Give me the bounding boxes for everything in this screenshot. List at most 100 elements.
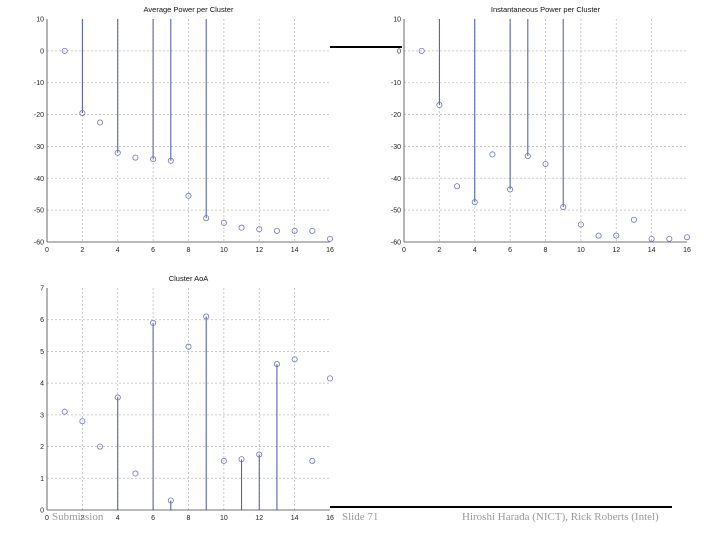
y-tick-label: -50 (391, 208, 401, 215)
data-point-marker (61, 408, 68, 415)
x-tick-label: 0 (45, 515, 49, 522)
data-point-marker (79, 418, 86, 425)
data-point-marker (666, 235, 673, 242)
data-point-marker (167, 157, 174, 164)
y-tick-label: -10 (391, 80, 401, 87)
data-point-marker (489, 151, 496, 158)
chart-title: Instantaneous Power per Cluster (491, 5, 601, 14)
x-tick-label: 10 (220, 247, 228, 254)
chart-title: Cluster AoA (169, 274, 209, 283)
chart-instantaneous-power: 0 2 4 6 8 10 12 14 16 10 0 -10 -20 -30 -40 -50 -60 Instan… (391, 5, 691, 254)
data-point-marker (326, 375, 333, 382)
x-tick-label: 2 (80, 515, 84, 522)
y-tick-label: 3 (40, 412, 44, 419)
x-tick-label: 4 (116, 247, 120, 254)
x-tick-label: 12 (612, 247, 620, 254)
x-tick-label: 16 (326, 515, 334, 522)
data-point-marker (150, 319, 157, 326)
x-tick-label: 4 (116, 515, 120, 522)
data-point-marker (613, 232, 620, 239)
data-point-marker (97, 443, 104, 450)
x-tick-label: 6 (151, 247, 155, 254)
x-tick-label: 0 (402, 247, 406, 254)
data-point-marker (203, 313, 210, 320)
data-point-marker (577, 221, 584, 228)
x-tick-label: 12 (255, 515, 263, 522)
x-tick-label: 4 (473, 247, 477, 254)
data-point-marker (542, 160, 549, 167)
y-tick-label: 7 (40, 286, 44, 293)
data-point-marker (132, 470, 139, 477)
y-tick-label: 0 (397, 48, 401, 55)
data-point-marker (256, 451, 263, 458)
data-point-marker (524, 152, 531, 159)
data-point-marker (436, 102, 443, 109)
y-tick-label: -10 (34, 80, 44, 87)
data-point-marker (79, 109, 86, 116)
x-tick-label: 16 (326, 247, 334, 254)
y-tick-label: -50 (34, 208, 44, 215)
x-tick-label: 2 (80, 247, 84, 254)
y-tick-label: 10 (36, 17, 44, 24)
data-point-marker (507, 186, 514, 193)
data-point-marker (326, 235, 333, 242)
data-point-marker (648, 235, 655, 242)
y-tick-label: -20 (34, 112, 44, 119)
data-point-marker (238, 456, 245, 463)
x-tick-label: 14 (291, 515, 299, 522)
data-point-marker (132, 154, 139, 161)
data-point-marker (97, 119, 104, 126)
data-point-marker (595, 232, 602, 239)
y-tick-label: 5 (40, 349, 44, 356)
x-tick-label: 16 (683, 247, 691, 254)
data-point-marker (630, 216, 637, 223)
data-point-marker (273, 227, 280, 234)
y-tick-label: -40 (391, 176, 401, 183)
y-tick-label: -40 (34, 176, 44, 183)
x-tick-label: 8 (544, 247, 548, 254)
x-tick-label: 8 (187, 515, 191, 522)
y-tick-label: -20 (391, 112, 401, 119)
y-tick-label: 4 (40, 381, 44, 388)
data-point-marker (185, 343, 192, 350)
data-point-marker (238, 224, 245, 231)
y-tick-label: -30 (34, 144, 44, 151)
y-tick-label: 2 (40, 444, 44, 451)
y-tick-label: 0 (40, 508, 44, 515)
x-tick-label: 14 (291, 247, 299, 254)
data-point-marker (291, 227, 298, 234)
y-tick-label: 1 (40, 476, 44, 483)
data-point-marker (114, 149, 121, 156)
data-point-marker (114, 394, 121, 401)
data-point-marker (203, 215, 210, 222)
y-tick-label: -30 (391, 144, 401, 151)
footer-authors: Hiroshi Harada (NICT), Rick Roberts (Int… (462, 511, 659, 523)
x-tick-label: 10 (577, 247, 585, 254)
data-point-marker (560, 203, 567, 210)
x-tick-label: 8 (187, 247, 191, 254)
data-point-marker (220, 219, 227, 226)
x-tick-label: 12 (255, 247, 263, 254)
x-tick-label: 2 (437, 247, 441, 254)
data-point-marker (167, 497, 174, 504)
data-point-marker (220, 457, 227, 464)
y-tick-label: 6 (40, 317, 44, 324)
x-tick-label: 14 (648, 247, 656, 254)
data-point-marker (309, 457, 316, 464)
footer-submission: Submission (52, 511, 104, 523)
x-tick-label: 6 (508, 247, 512, 254)
x-tick-label: 10 (220, 515, 228, 522)
y-tick-label: -60 (34, 240, 44, 247)
y-tick-label: -60 (391, 240, 401, 247)
data-point-marker (291, 356, 298, 363)
data-point-marker (309, 227, 316, 234)
data-point-marker (454, 183, 461, 190)
data-point-marker (684, 234, 691, 241)
data-point-marker (273, 361, 280, 368)
x-tick-label: 6 (151, 515, 155, 522)
chart-title: Average Power per Cluster (144, 5, 234, 14)
data-point-marker (61, 47, 68, 54)
x-tick-label: 0 (45, 247, 49, 254)
